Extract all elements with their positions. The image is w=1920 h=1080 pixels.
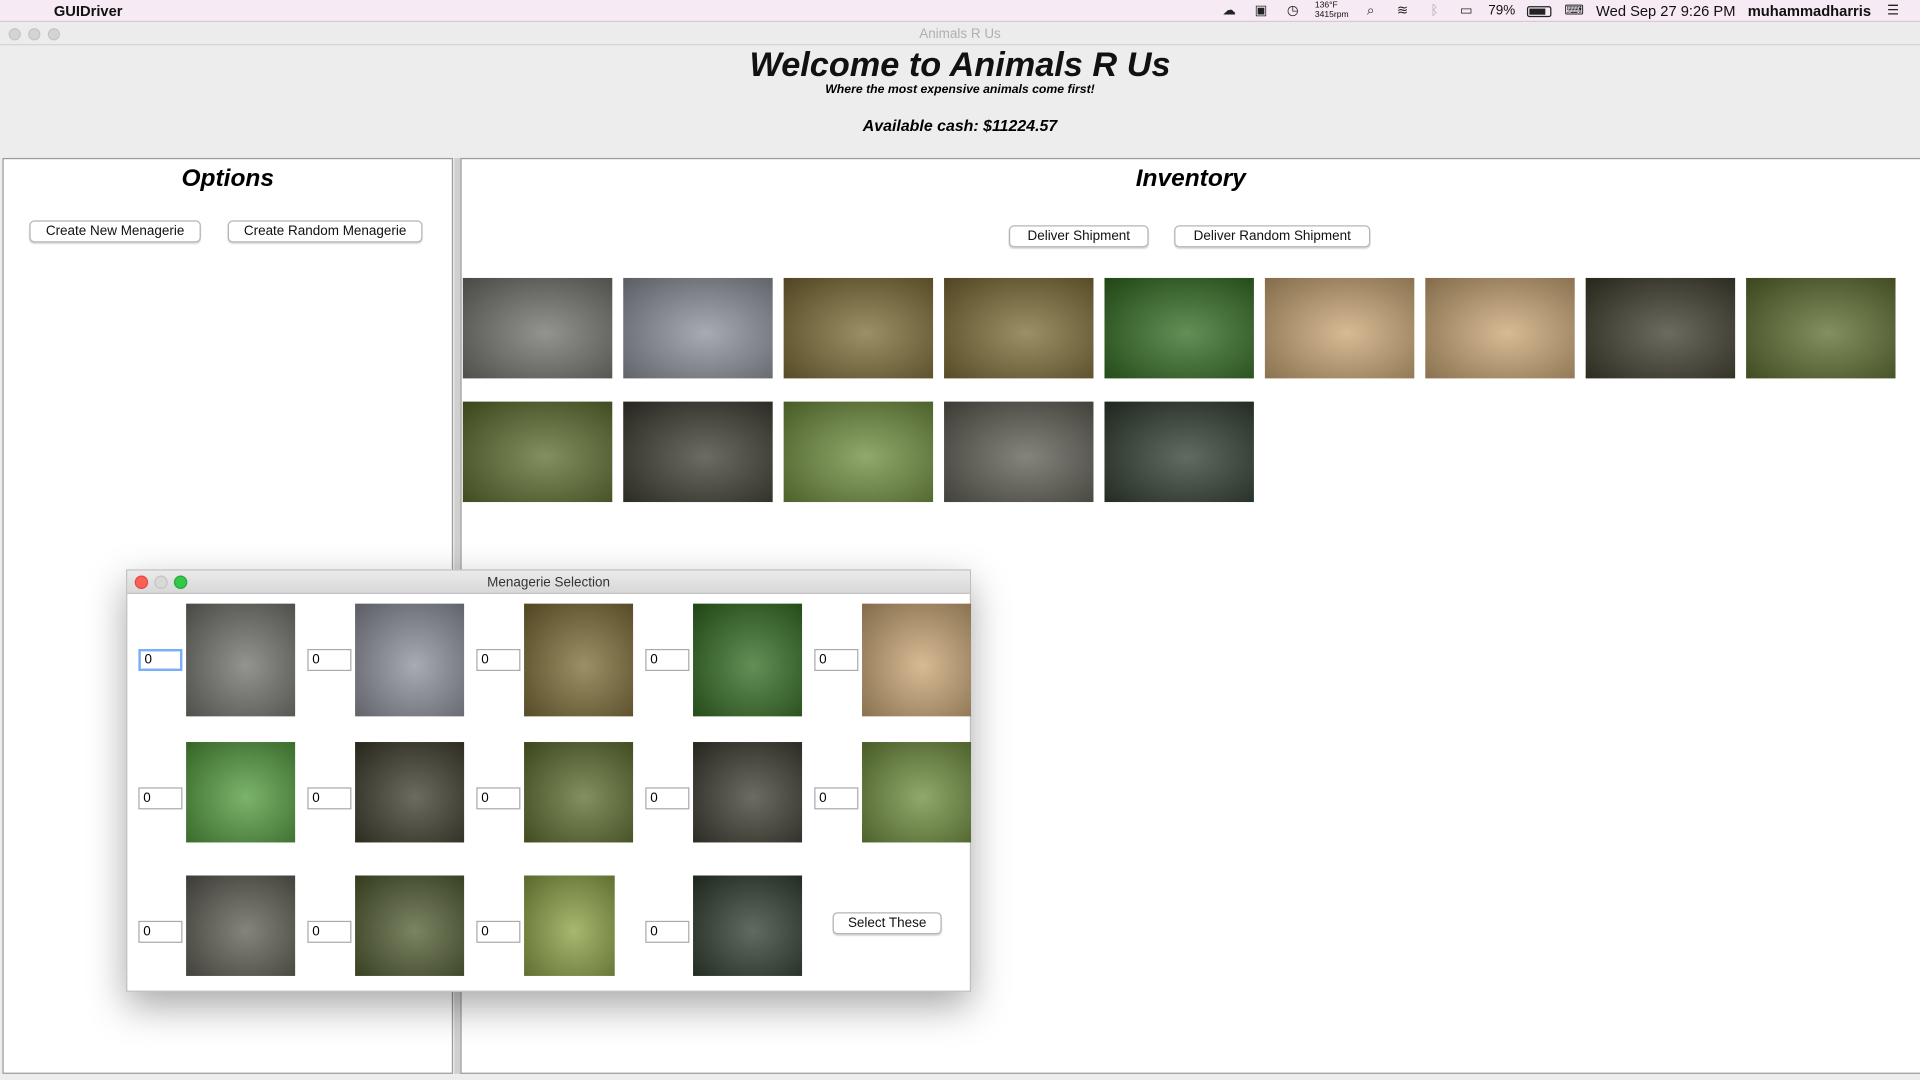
create-new-menagerie-button[interactable]: Create New Menagerie <box>29 220 201 243</box>
battery-fill <box>1529 7 1546 15</box>
quantity-input-squirrel[interactable] <box>138 920 183 943</box>
inventory-image-reindeer <box>783 401 934 503</box>
menagerie-image-armadillo <box>355 603 465 717</box>
menagerie-image-eagle <box>693 603 803 717</box>
time-machine-icon[interactable]: ◷ <box>1286 3 1299 19</box>
inventory-image-lion <box>462 401 613 503</box>
quantity-input-elephant[interactable] <box>814 648 859 672</box>
menagerie-image-gecko <box>186 742 296 843</box>
fan-speed-readout: 3415rpm <box>1314 11 1349 20</box>
welcome-heading: Welcome to Animals R Us <box>749 45 1171 84</box>
datetime[interactable]: Wed Sep 27 9:26 PM <box>1596 2 1736 20</box>
dialog-titlebar: Menagerie Selection <box>127 570 970 594</box>
dialog-zoom-button[interactable] <box>173 575 188 589</box>
keyboard-icon[interactable]: ⌨ <box>1564 3 1584 19</box>
bluetooth-icon[interactable]: ᛒ <box>1430 3 1439 19</box>
options-title: Options <box>181 165 274 193</box>
cash-label: Available cash: <box>862 116 979 135</box>
quantity-input-zebra[interactable] <box>645 920 690 943</box>
inventory-image-eagle <box>1104 277 1254 379</box>
menagerie-image-zebra <box>693 875 803 976</box>
inventory-image-elephant <box>1425 277 1575 379</box>
menagerie-image-cheetah <box>524 603 634 717</box>
inventory-image-lion <box>1746 277 1896 379</box>
zoom-button[interactable] <box>47 28 61 41</box>
wifi-icon[interactable]: ≋ <box>1396 3 1409 19</box>
quantity-input-reindeer[interactable] <box>814 787 859 810</box>
inventory-image-zebra <box>1104 401 1254 503</box>
window-title: Animals R Us <box>919 26 1001 42</box>
menagerie-image-squirrel <box>186 875 296 976</box>
cloud-icon[interactable]: ☁ <box>1222 3 1236 19</box>
inventory-image-panda <box>623 401 773 503</box>
inventory-image-armadillo <box>623 277 773 379</box>
menu-bar: GUIDriver ☁ ▣ ◷ 136°F 3415rpm ⌕ ≋ ᛒ ▭ 79… <box>0 0 1920 23</box>
menagerie-selection-dialog: Menagerie Selection Select These <box>126 569 972 992</box>
deliver-shipment-button[interactable]: Deliver Shipment <box>1008 225 1149 248</box>
header: Welcome to Animals R Us Where the most e… <box>0 45 1920 155</box>
deliver-random-shipment-button[interactable]: Deliver Random Shipment <box>1174 225 1371 248</box>
user-name[interactable]: muhammadharris <box>1747 2 1872 20</box>
menagerie-image-panther <box>355 742 465 843</box>
select-these-button[interactable]: Select These <box>832 912 942 935</box>
fan-monitor[interactable]: 136°F 3415rpm <box>1315 1 1349 21</box>
quantity-input-alligator[interactable] <box>138 648 183 672</box>
dialog-title: Menagerie Selection <box>487 575 610 591</box>
temperature-readout: 136°F <box>1314 1 1338 10</box>
menagerie-image-alligator <box>186 603 296 717</box>
inventory-title: Inventory <box>1135 165 1246 193</box>
available-cash: Available cash: $11224.57 <box>0 116 1920 134</box>
menagerie-image-panda <box>693 742 803 843</box>
quantity-input-eagle[interactable] <box>645 648 690 672</box>
inventory-image-squirrel <box>944 401 1094 503</box>
menagerie-image-toucan <box>524 875 615 976</box>
quantity-input-lion[interactable] <box>476 787 521 810</box>
create-random-menagerie-button[interactable]: Create Random Menagerie <box>227 220 423 243</box>
quantity-input-tiger[interactable] <box>307 920 352 943</box>
search-icon[interactable]: ⌕ <box>1366 3 1375 19</box>
menagerie-image-reindeer <box>862 742 972 843</box>
dialog-minimize-button[interactable] <box>154 575 168 589</box>
list-icon[interactable]: ☰ <box>1887 3 1900 19</box>
quantity-input-toucan[interactable] <box>476 920 521 943</box>
inventory-image-panther <box>1585 277 1736 379</box>
quantity-input-armadillo[interactable] <box>307 648 352 672</box>
close-button[interactable] <box>8 28 21 41</box>
menagerie-image-elephant <box>862 603 972 717</box>
inventory-image-cheetah <box>944 277 1094 379</box>
battery-icon[interactable] <box>1527 5 1552 17</box>
inventory-image-cheetah <box>783 277 934 379</box>
menagerie-image-lion <box>524 742 634 843</box>
inventory-image-elephant <box>1264 277 1415 379</box>
dialog-close-button[interactable] <box>134 575 149 589</box>
battery-percent: 79% <box>1488 3 1516 19</box>
quantity-input-cheetah[interactable] <box>476 648 521 672</box>
minimize-button[interactable] <box>28 28 41 41</box>
tagline: Where the most expensive animals come fi… <box>825 83 1095 97</box>
menagerie-image-tiger <box>355 875 465 976</box>
app-menu[interactable]: GUIDriver <box>53 2 123 20</box>
quantity-input-panther[interactable] <box>307 787 352 810</box>
inventory-image-alligator <box>462 277 613 379</box>
quantity-input-gecko[interactable] <box>138 787 183 810</box>
display-icon[interactable]: ▣ <box>1254 3 1268 19</box>
quantity-input-panda[interactable] <box>645 787 690 810</box>
cash-value: $11224.57 <box>983 116 1058 135</box>
airplay-icon[interactable]: ▭ <box>1459 3 1473 19</box>
window-titlebar: Animals R Us <box>0 23 1920 46</box>
